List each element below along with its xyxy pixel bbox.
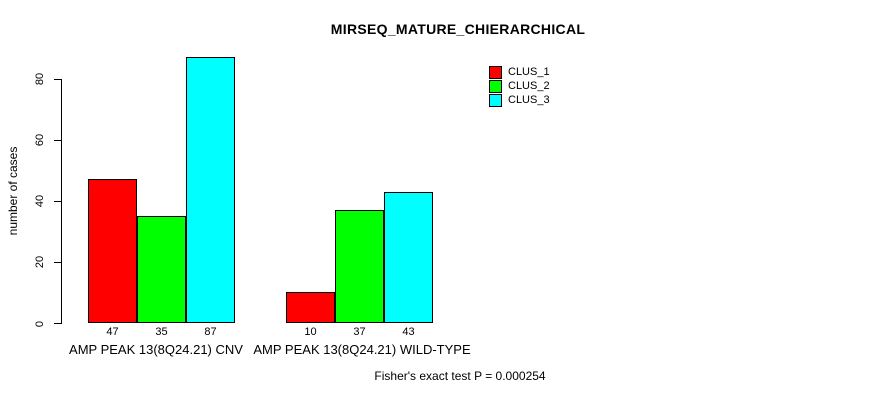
legend-swatch-icon	[489, 65, 502, 79]
x-category-label: AMP PEAK 13(8Q24.21) WILD-TYPE	[253, 342, 471, 357]
bar-value-label: 35	[155, 326, 168, 338]
y-axis-line	[61, 78, 62, 324]
legend-swatch-icon	[489, 79, 502, 93]
bar-value-label: 10	[304, 326, 317, 338]
legend-item-clus_1: CLUS_1	[489, 65, 550, 79]
y-axis-tick-label: 20	[34, 256, 46, 269]
bar-value-label: 87	[204, 326, 217, 338]
legend-label: CLUS_2	[508, 80, 550, 92]
bar-clus_1-group2	[286, 292, 335, 323]
y-axis-tick	[54, 261, 61, 263]
y-axis-tick	[54, 78, 61, 80]
legend-label: CLUS_1	[508, 66, 550, 78]
y-axis-tick	[54, 139, 61, 141]
x-category-label: AMP PEAK 13(8Q24.21) CNV	[69, 342, 243, 357]
legend-item-clus_2: CLUS_2	[489, 79, 550, 93]
y-axis-tick-label: 60	[34, 134, 46, 147]
legend-swatch-icon	[489, 93, 502, 107]
legend: CLUS_1 CLUS_2 CLUS_3	[489, 65, 550, 107]
chart-title: MIRSEQ_MATURE_CHIERARCHICAL	[330, 21, 586, 37]
fisher-test-annotation: Fisher's exact test P = 0.000254	[374, 369, 546, 383]
bar-value-label: 37	[353, 326, 366, 338]
bar-clus_2-group1	[137, 216, 186, 323]
y-axis-tick	[54, 323, 61, 324]
y-axis-tick-label: 40	[34, 195, 46, 208]
bar-value-label: 43	[402, 326, 415, 338]
bar-clus_3-group2	[384, 191, 433, 323]
legend-item-clus_3: CLUS_3	[489, 93, 550, 107]
bar-clus_3-group1	[186, 57, 235, 323]
bar-value-label: 47	[106, 326, 119, 338]
legend-label: CLUS_3	[508, 94, 550, 106]
bar-clus_1-group1	[88, 179, 137, 323]
y-axis-tick-label: 0	[34, 320, 46, 327]
y-axis-tick-label: 80	[34, 72, 46, 86]
y-axis-tick	[54, 200, 61, 202]
bar-clus_2-group2	[335, 209, 384, 323]
